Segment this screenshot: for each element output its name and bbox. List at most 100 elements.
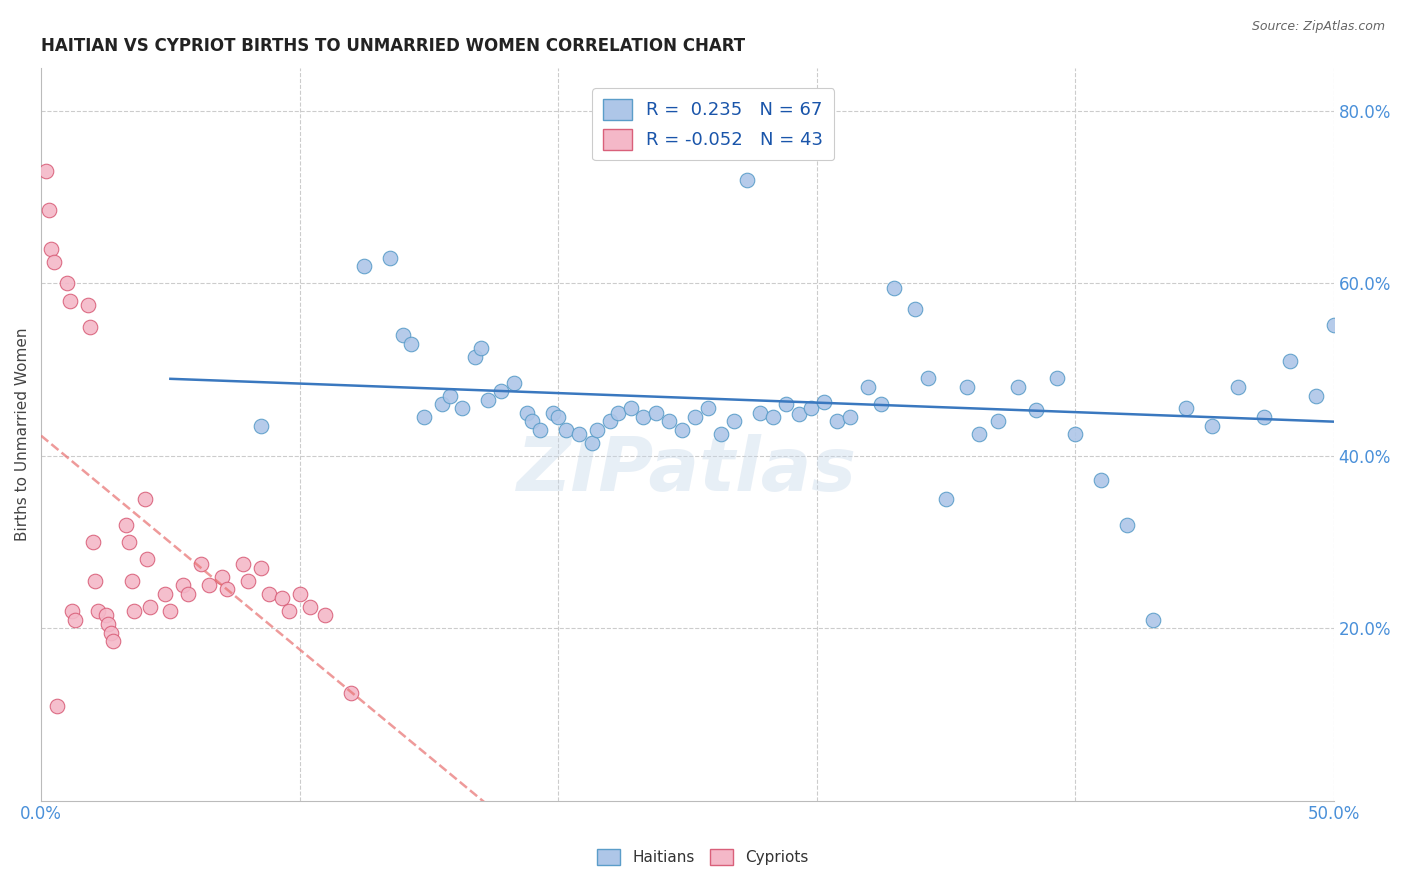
Point <box>42 255 65 269</box>
Point <box>58 293 80 308</box>
Point <box>56 277 79 291</box>
Point <box>278 604 301 618</box>
Point <box>839 410 862 425</box>
Point <box>547 410 569 425</box>
Point <box>121 574 143 588</box>
Point <box>97 616 120 631</box>
Point <box>800 401 823 416</box>
Point <box>1064 427 1087 442</box>
Point <box>159 604 181 618</box>
Point <box>63 613 86 627</box>
Point <box>935 491 957 506</box>
Point <box>79 319 101 334</box>
Point <box>134 491 156 506</box>
Point <box>870 397 893 411</box>
Point <box>153 587 176 601</box>
Point <box>340 686 363 700</box>
Point <box>314 608 336 623</box>
Point <box>477 392 499 407</box>
Point <box>87 604 110 618</box>
Point <box>217 582 239 597</box>
Point <box>710 427 733 442</box>
Point <box>697 401 720 416</box>
Point <box>353 259 375 273</box>
Point <box>683 410 706 425</box>
Point <box>430 397 453 411</box>
Point <box>955 380 977 394</box>
Point <box>645 406 668 420</box>
Point <box>586 423 609 437</box>
Point <box>1142 613 1164 627</box>
Legend: Haitians, Cypriots: Haitians, Cypriots <box>592 843 814 871</box>
Text: Source: ZipAtlas.com: Source: ZipAtlas.com <box>1251 20 1385 33</box>
Point <box>35 164 58 178</box>
Point <box>1323 318 1346 332</box>
Point <box>775 397 797 411</box>
Point <box>412 410 434 425</box>
Point <box>491 384 513 399</box>
Text: ZIPatlas: ZIPatlas <box>517 434 858 508</box>
Point <box>883 281 905 295</box>
Point <box>232 557 254 571</box>
Point <box>606 406 628 420</box>
Point <box>1348 354 1371 368</box>
Point <box>1115 517 1137 532</box>
Point <box>177 587 200 601</box>
Point <box>115 517 138 532</box>
Point <box>38 203 60 218</box>
Point <box>392 328 415 343</box>
Point <box>190 557 212 571</box>
Point <box>198 578 221 592</box>
Point <box>1025 403 1047 417</box>
Point <box>904 302 927 317</box>
Point <box>917 371 939 385</box>
Point <box>451 401 474 416</box>
Point <box>464 350 486 364</box>
Point <box>82 535 104 549</box>
Point <box>1305 388 1327 402</box>
Point <box>60 604 83 618</box>
Point <box>599 414 621 428</box>
Point <box>633 410 655 425</box>
Point <box>723 414 745 428</box>
Point <box>827 414 849 428</box>
Point <box>138 599 160 614</box>
Point <box>118 535 141 549</box>
Point <box>1253 410 1275 425</box>
Point <box>288 587 311 601</box>
Point <box>103 634 125 648</box>
Point <box>1090 473 1112 487</box>
Point <box>100 625 122 640</box>
Text: HAITIAN VS CYPRIOT BIRTHS TO UNMARRIED WOMEN CORRELATION CHART: HAITIAN VS CYPRIOT BIRTHS TO UNMARRIED W… <box>41 37 745 55</box>
Point <box>554 423 576 437</box>
Point <box>1046 371 1069 385</box>
Point <box>1227 380 1250 394</box>
Point <box>136 552 159 566</box>
Point <box>522 414 544 428</box>
Point <box>250 418 273 433</box>
Point <box>41 242 63 256</box>
Point <box>987 414 1010 428</box>
Point <box>298 599 321 614</box>
Point <box>470 341 492 355</box>
Point <box>516 406 538 420</box>
Point <box>787 408 810 422</box>
Point <box>172 578 194 592</box>
Point <box>762 410 785 425</box>
Y-axis label: Births to Unmarried Women: Births to Unmarried Women <box>15 327 30 541</box>
Point <box>257 587 280 601</box>
Point <box>211 569 233 583</box>
Point <box>748 406 770 420</box>
Point <box>1278 354 1301 368</box>
Point <box>236 574 259 588</box>
Point <box>1007 380 1029 394</box>
Point <box>568 427 591 442</box>
Point <box>1175 401 1198 416</box>
Point <box>439 388 461 402</box>
Point <box>84 574 107 588</box>
Point <box>378 251 401 265</box>
Point <box>503 376 526 390</box>
Point <box>581 436 603 450</box>
Point <box>399 336 422 351</box>
Point <box>735 173 758 187</box>
